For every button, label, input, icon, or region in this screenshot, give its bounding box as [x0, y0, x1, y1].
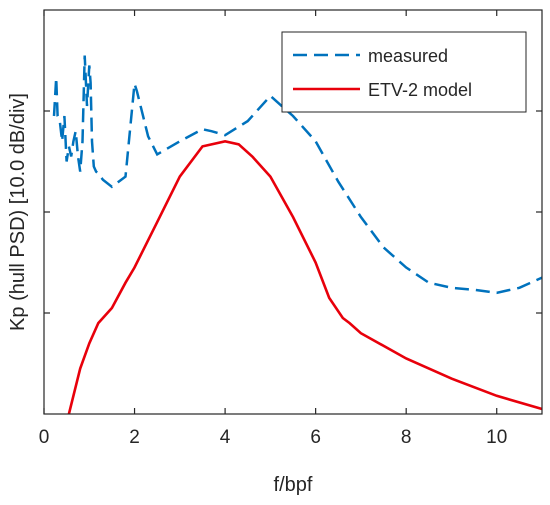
legend-label-measured: measured: [368, 46, 448, 66]
x-tick-label: 6: [310, 427, 321, 448]
series-line-measured: [52, 55, 542, 295]
legend-label-etv2-model: ETV-2 model: [368, 80, 472, 100]
series-line-etv2-model: [67, 139, 542, 414]
series-group: [52, 55, 542, 414]
y-axis-label: Kp (hull PSD) [10.0 dB/div]: [7, 93, 29, 331]
x-tick-label: 10: [486, 427, 507, 448]
x-tick-label: 2: [129, 427, 140, 448]
x-axis-label: f/bpf: [274, 474, 313, 496]
x-tick-label: 0: [39, 427, 50, 448]
x-tick-label: 8: [401, 427, 412, 448]
y-ticks: [44, 110, 542, 314]
plot-frame: [43, 9, 543, 415]
x-tick-label: 4: [220, 427, 231, 448]
legend: measured ETV-2 model: [281, 31, 527, 113]
legend-box: [281, 31, 527, 113]
x-ticks: 0 2 4 6 8 10: [39, 10, 507, 448]
